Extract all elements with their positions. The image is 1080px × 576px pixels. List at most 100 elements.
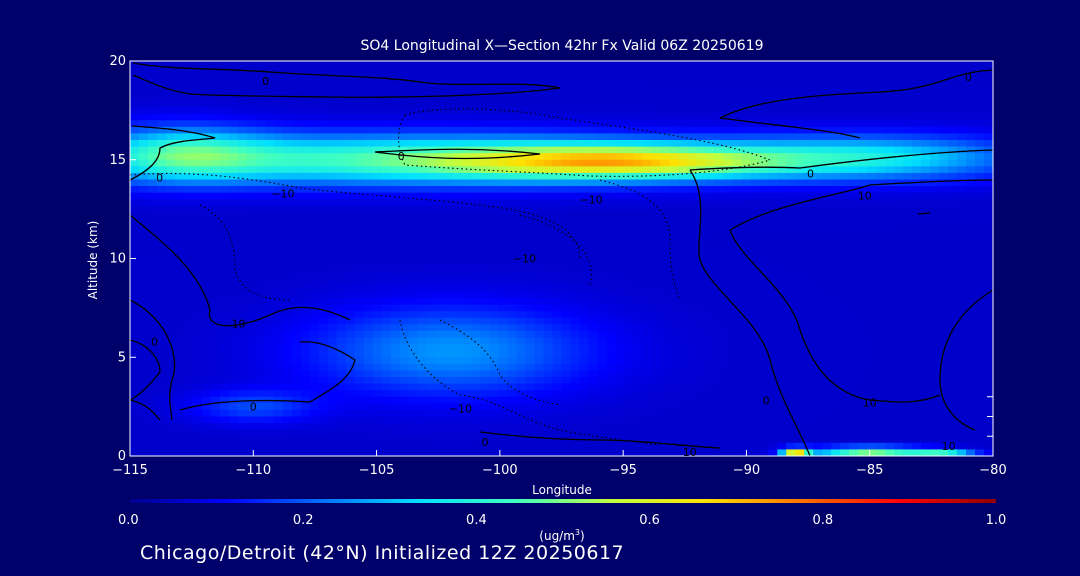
heatmap-cell xyxy=(174,350,185,358)
heatmap-cell xyxy=(318,133,329,141)
heatmap-cell xyxy=(318,271,329,279)
heatmap-cell xyxy=(687,120,697,128)
heatmap-cell xyxy=(336,126,347,135)
heatmap-cell xyxy=(867,80,877,88)
heatmap-cell xyxy=(237,199,248,207)
heatmap-cell xyxy=(201,153,212,161)
heatmap-cell xyxy=(750,67,760,75)
heatmap-cell xyxy=(687,311,697,319)
heatmap-cell xyxy=(903,192,913,200)
heatmap-cell xyxy=(966,113,976,121)
heatmap-cell xyxy=(885,93,895,102)
heatmap-cell xyxy=(201,74,212,82)
heatmap-cell xyxy=(741,159,751,167)
heatmap-cell xyxy=(354,179,365,187)
heatmap-cell xyxy=(732,258,742,266)
heatmap-cell xyxy=(228,153,239,161)
heatmap-cell xyxy=(912,186,922,194)
heatmap-cell xyxy=(480,357,491,365)
heatmap-cell xyxy=(237,278,248,286)
heatmap-cell xyxy=(201,337,212,345)
heatmap-cell xyxy=(660,383,670,391)
heatmap-cell xyxy=(462,212,473,220)
heatmap-cell xyxy=(210,192,221,200)
heatmap-cell xyxy=(624,232,635,240)
heatmap-cell xyxy=(786,87,796,95)
heatmap-cell xyxy=(912,159,922,167)
heatmap-cell xyxy=(210,146,221,154)
heatmap-cell xyxy=(363,363,374,372)
heatmap-cell xyxy=(390,317,401,325)
heatmap-cell xyxy=(732,113,742,121)
heatmap-cell xyxy=(156,383,167,391)
heatmap-cell xyxy=(786,219,796,227)
heatmap-cell xyxy=(291,298,302,306)
heatmap-cell xyxy=(705,67,715,75)
heatmap-cell xyxy=(282,186,293,194)
heatmap-cell xyxy=(678,120,688,128)
heatmap-cell xyxy=(255,140,266,148)
heatmap-cell xyxy=(930,61,940,69)
heatmap-cell xyxy=(759,278,769,286)
heatmap-cell xyxy=(219,304,230,312)
heatmap-cell xyxy=(552,363,563,372)
heatmap-cell xyxy=(660,357,670,365)
heatmap-cell xyxy=(669,166,679,174)
heatmap-cell xyxy=(192,291,203,299)
heatmap-cell xyxy=(966,100,976,108)
heatmap-cell xyxy=(723,350,733,358)
heatmap-cell xyxy=(228,377,239,385)
heatmap-cell xyxy=(156,192,167,200)
heatmap-cell xyxy=(471,186,482,194)
heatmap-cell xyxy=(201,278,212,286)
heatmap-cell xyxy=(741,199,751,207)
heatmap-cell xyxy=(309,120,320,128)
heatmap-cell xyxy=(975,337,985,345)
heatmap-cell xyxy=(678,344,688,352)
heatmap-cell xyxy=(885,179,895,187)
heatmap-cell xyxy=(408,166,419,174)
heatmap-cell xyxy=(813,199,823,207)
heatmap-cell xyxy=(777,93,787,102)
heatmap-cell xyxy=(210,390,221,398)
heatmap-cell xyxy=(453,298,464,306)
heatmap-cell xyxy=(372,337,383,345)
heatmap-cell xyxy=(264,298,275,306)
heatmap-cell xyxy=(597,219,608,227)
heatmap-cell xyxy=(975,396,985,404)
heatmap-cell xyxy=(354,219,365,227)
heatmap-cell xyxy=(804,291,814,299)
heatmap-cell xyxy=(444,383,455,391)
heatmap-cell xyxy=(966,80,976,88)
heatmap-cell xyxy=(975,74,985,82)
heatmap-cell xyxy=(660,396,670,404)
heatmap-cell xyxy=(300,225,311,233)
heatmap-cell xyxy=(714,61,724,69)
heatmap-cell xyxy=(651,330,661,339)
heatmap-cell xyxy=(651,93,661,102)
heatmap-cell xyxy=(939,100,949,108)
heatmap-cell xyxy=(192,383,203,391)
heatmap-cell xyxy=(291,238,302,246)
heatmap-cell xyxy=(723,80,733,88)
heatmap-cell xyxy=(660,179,670,187)
heatmap-cell xyxy=(336,258,347,266)
heatmap-cell xyxy=(822,396,832,404)
heatmap-cell xyxy=(471,337,482,345)
heatmap-cell xyxy=(327,304,338,312)
heatmap-cell xyxy=(750,146,760,154)
heatmap-cell xyxy=(615,357,626,365)
heatmap-cell xyxy=(588,284,599,293)
heatmap-cell xyxy=(498,120,509,128)
heatmap-cell xyxy=(885,219,895,227)
heatmap-cell xyxy=(804,298,814,306)
heatmap-cell xyxy=(957,133,967,141)
heatmap-cell xyxy=(885,61,895,69)
heatmap-cell xyxy=(525,311,536,319)
heatmap-cell xyxy=(130,390,140,398)
heatmap-cell xyxy=(354,133,365,141)
heatmap-cell xyxy=(894,74,904,82)
heatmap-cell xyxy=(228,298,239,306)
heatmap-cell xyxy=(210,396,221,404)
heatmap-cell xyxy=(300,330,311,339)
